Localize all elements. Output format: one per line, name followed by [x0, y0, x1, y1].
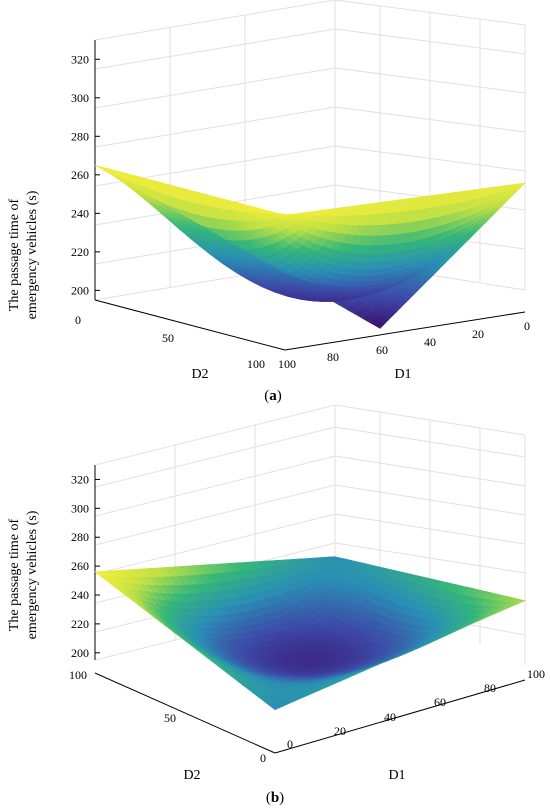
z-tick-label: 280 — [71, 129, 89, 143]
y-tick-label: 0 — [75, 313, 81, 327]
z-tick-label: 240 — [71, 206, 89, 220]
x-tick-label: 80 — [484, 681, 496, 695]
surface-cell — [371, 319, 385, 329]
x-axis-label-b: D1 — [388, 768, 405, 783]
y-tick-label: 50 — [164, 711, 176, 725]
z-tick-labels-b: 200 220 240 260 280 300 320 — [71, 472, 100, 660]
surface-plot-b: 200 220 240 260 280 300 320 0 20 40 60 80 100 0 50 10… — [7, 405, 545, 806]
z-tick-label: 240 — [71, 588, 89, 602]
surface-cell — [306, 657, 322, 663]
z-tick-label: 200 — [71, 283, 89, 297]
axes-b — [94, 465, 526, 754]
x-tick-label: 20 — [334, 724, 346, 738]
x-tick-label: 40 — [384, 710, 396, 724]
x-tick-label: 60 — [434, 695, 446, 709]
z-tick-label: 320 — [71, 52, 89, 66]
y-tick-labels-b: 0 50 100 — [69, 668, 266, 765]
x-tick-label: 0 — [524, 319, 530, 333]
z-tick-label: 220 — [71, 617, 89, 631]
z-tick-labels-a: 200 220 240 260 280 300 320 — [71, 52, 100, 297]
y-tick-labels-a: 0 50 100 — [75, 313, 265, 371]
z-axis-label-a-line2: emergency vehicles (s) — [25, 190, 40, 319]
z-tick-label: 300 — [71, 501, 89, 515]
x-tick-label: 100 — [278, 357, 296, 371]
z-tick-label: 280 — [71, 530, 89, 544]
y-tick-label: 50 — [162, 331, 174, 345]
panel-label-b: (b) — [266, 790, 284, 806]
panel-letter-b: b — [271, 790, 279, 806]
axes-a — [94, 40, 526, 351]
x-tick-labels-a: 100 80 60 40 20 0 — [278, 319, 530, 371]
x-tick-label: 100 — [527, 667, 545, 681]
y-tick-label: 0 — [260, 751, 266, 765]
surface-mesh-a — [94, 164, 526, 329]
y-axis-label-b: D2 — [183, 768, 200, 783]
z-tick-label: 220 — [71, 245, 89, 259]
x-tick-label: 60 — [376, 343, 388, 357]
z-tick-label: 200 — [71, 646, 89, 660]
y-tick-label: 100 — [247, 357, 265, 371]
surface-mesh-b — [94, 556, 526, 711]
x-tick-label: 40 — [424, 335, 436, 349]
y-axis-label-a: D2 — [191, 367, 208, 382]
z-tick-label: 260 — [71, 168, 89, 182]
y-tick-label: 100 — [69, 668, 87, 682]
x-tick-label: 0 — [287, 737, 293, 751]
z-axis-label-b-line1: The passage time of — [7, 518, 22, 631]
z-axis-label-b-line2: emergency vehicles (s) — [25, 510, 40, 639]
z-tick-label: 260 — [71, 559, 89, 573]
panel-label-a: (a) — [264, 388, 282, 404]
x-tick-labels-b: 0 20 40 60 80 100 — [287, 667, 545, 751]
z-tick-label: 320 — [71, 472, 89, 486]
z-tick-label: 300 — [71, 91, 89, 105]
chart-panel-b: 200 220 240 260 280 300 320 0 20 40 60 80 100 0 50 10… — [0, 405, 550, 808]
panel-letter-a: a — [269, 388, 277, 404]
chart-panel-a: 200 220 240 260 280 300 320 100 80 60 40 20 0 0 50 10… — [7, 0, 530, 404]
surface-cell — [269, 702, 284, 711]
x-tick-label: 20 — [472, 327, 484, 341]
z-axis-label-a-line1: The passage time of — [7, 198, 22, 311]
surface-cell — [327, 556, 341, 560]
x-axis-label-a: D1 — [394, 367, 411, 382]
x-tick-label: 80 — [327, 350, 339, 364]
